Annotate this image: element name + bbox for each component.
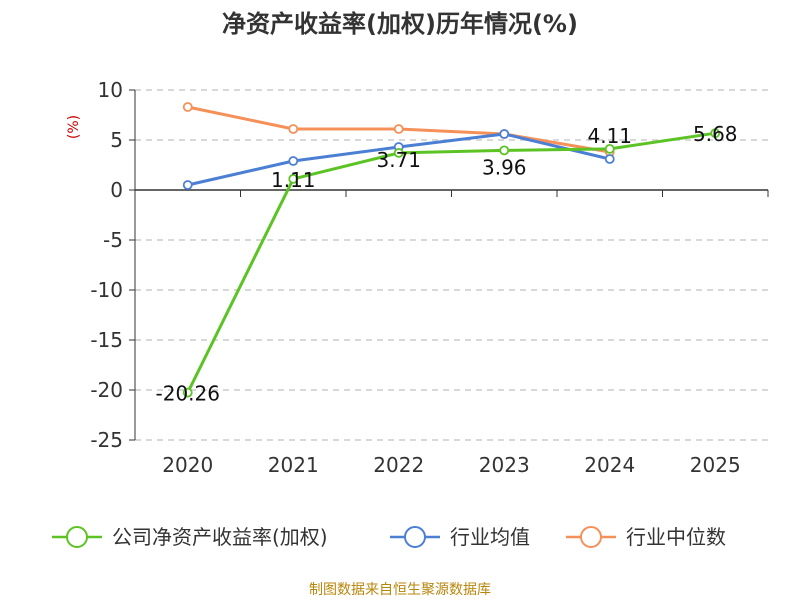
x-tick-label-2025: 2025 bbox=[690, 453, 741, 477]
series-0 bbox=[182, 128, 721, 398]
series-point-1-3 bbox=[499, 129, 510, 139]
series-point-1-1 bbox=[288, 156, 299, 166]
data-label-2022: 3.71 bbox=[376, 148, 421, 172]
series-point-0-0 bbox=[182, 387, 193, 398]
series-point-0-2 bbox=[393, 147, 404, 158]
series-point-1-0 bbox=[182, 180, 193, 190]
legend-marker-icon-0 bbox=[66, 526, 88, 548]
chart-title: 净资产收益率(加权)历年情况(%) bbox=[222, 10, 578, 38]
legend-marker-icon-2 bbox=[580, 526, 602, 548]
y-tick-label-10: 10 bbox=[98, 78, 123, 102]
x-tick-label-2024: 2024 bbox=[584, 453, 635, 477]
x-tick-label-2023: 2023 bbox=[479, 453, 530, 477]
series-point-2-1 bbox=[288, 124, 299, 134]
x-tick-label-2021: 2021 bbox=[268, 453, 319, 477]
y-tick-label--10: -10 bbox=[90, 278, 123, 302]
legend-marker-icon-1 bbox=[404, 526, 426, 548]
series-point-0-3 bbox=[499, 145, 510, 156]
series-point-0-5 bbox=[710, 128, 721, 139]
legend-label-2: 行业中位数 bbox=[626, 525, 726, 549]
y-tick-label--5: -5 bbox=[103, 228, 123, 252]
y-tick-label-5: 5 bbox=[110, 128, 123, 152]
series-point-1-4 bbox=[604, 154, 615, 164]
y-axis-unit-label: (%) bbox=[66, 115, 82, 139]
y-tick-label--20: -20 bbox=[90, 378, 123, 402]
legend-item-2: 行业中位数 bbox=[566, 525, 726, 549]
x-tick-label-2022: 2022 bbox=[373, 453, 424, 477]
legend-label-0: 公司净资产收益率(加权) bbox=[112, 525, 328, 549]
data-label-2025: 5.68 bbox=[693, 122, 738, 146]
series-point-0-1 bbox=[288, 173, 299, 184]
series-point-2-2 bbox=[393, 124, 404, 134]
source-note: 制图数据来自恒生聚源数据库 bbox=[309, 582, 491, 598]
y-tick-label--25: -25 bbox=[90, 428, 123, 452]
series-line-0 bbox=[186, 131, 717, 395]
data-label-2023: 3.96 bbox=[482, 155, 527, 179]
legend-item-0: 公司净资产收益率(加权) bbox=[52, 525, 328, 549]
data-label-2020: -20.26 bbox=[156, 382, 220, 406]
series-point-2-0 bbox=[182, 102, 193, 112]
y-tick-label--15: -15 bbox=[90, 328, 123, 352]
x-tick-label-2020: 2020 bbox=[162, 453, 213, 477]
y-tick-label-0: 0 bbox=[110, 178, 123, 202]
legend-label-1: 行业均值 bbox=[450, 525, 530, 549]
data-label-2024: 4.11 bbox=[587, 124, 632, 148]
series-point-0-4 bbox=[604, 143, 615, 154]
data-label-2021: 1.11 bbox=[271, 168, 316, 192]
legend-item-1: 行业均值 bbox=[390, 525, 530, 549]
